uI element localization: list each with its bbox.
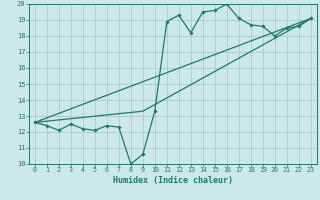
X-axis label: Humidex (Indice chaleur): Humidex (Indice chaleur) [113,176,233,185]
